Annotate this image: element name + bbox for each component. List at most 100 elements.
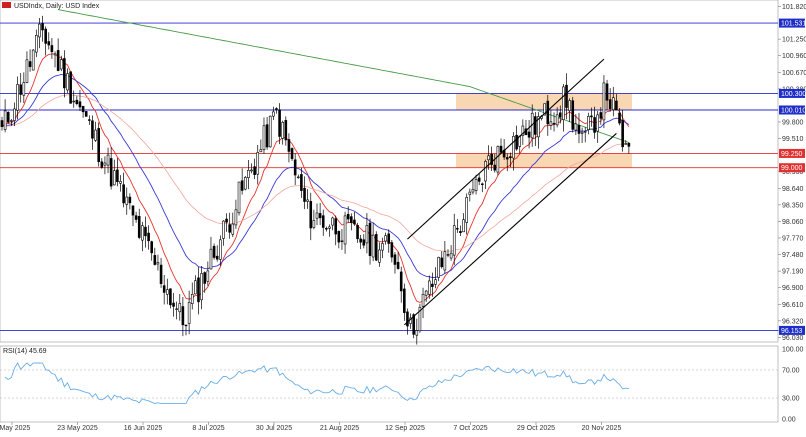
candle [41, 15, 44, 42]
candle [611, 86, 615, 117]
candle [303, 176, 306, 210]
candle-body [325, 228, 328, 230]
candle [599, 107, 603, 125]
price-tag [779, 148, 805, 158]
candle-body [272, 111, 275, 117]
candle [159, 257, 163, 288]
candle-body [537, 116, 540, 138]
ma-fast-line [1, 53, 630, 303]
candle-body [315, 212, 319, 219]
candle [250, 163, 253, 174]
candle [496, 145, 500, 176]
candle [3, 99, 7, 133]
candle [265, 117, 269, 150]
candle-body [219, 239, 222, 260]
candle [521, 119, 525, 145]
candle [219, 235, 222, 266]
candle-body [212, 245, 216, 258]
candle-body [234, 209, 238, 226]
candle [284, 116, 288, 146]
candle-body [215, 255, 219, 260]
candle-body [97, 128, 100, 162]
candle-body [296, 176, 300, 179]
candle-body [287, 139, 291, 152]
candle-body [141, 225, 144, 241]
candle [471, 179, 475, 195]
candle-body [406, 311, 409, 327]
candle-body [618, 112, 621, 124]
candle-body [16, 84, 19, 111]
candle [178, 294, 182, 321]
candle-body [340, 240, 344, 242]
date-tick-label: 23 May 2025 [57, 425, 98, 432]
channel-lower-line [403, 133, 617, 326]
candle [356, 222, 359, 243]
candle-body [627, 142, 631, 147]
candle [403, 283, 406, 321]
price-tag-label: 99.250 [781, 151, 803, 158]
rsi-layer: 100.00 70.00 30.00 0.00 [0, 347, 804, 424]
candle [38, 17, 41, 49]
candle [10, 119, 13, 126]
candle [552, 112, 556, 132]
candle-body [496, 146, 500, 173]
price-tags-layer: 101.531 100.300 100.010 99.250 99.000 96.153 [779, 18, 806, 335]
price-tick-label: 97.770 [782, 236, 804, 243]
candle-body [490, 153, 493, 165]
candle [325, 226, 328, 232]
candle [22, 72, 26, 104]
candle [493, 153, 497, 173]
candle [328, 224, 331, 237]
candle-body [106, 154, 110, 166]
candle-body [184, 324, 188, 327]
candle-body [615, 100, 618, 111]
candles-layer [0, 15, 631, 345]
candle-body [509, 156, 512, 159]
price-tag [779, 88, 805, 98]
candle [262, 117, 266, 154]
price-tag-label: 96.153 [781, 328, 803, 335]
price-tick-label: 97.190 [782, 269, 804, 276]
price-tag [779, 18, 805, 28]
candle [359, 234, 362, 250]
candle [209, 236, 213, 270]
candle [234, 199, 238, 229]
price-tick-label: 101.250 [782, 37, 806, 44]
candle-body [353, 219, 356, 225]
candle [247, 160, 250, 190]
candle [558, 105, 562, 124]
candle-body [137, 216, 141, 238]
chart-title: USDIndx, Daily: USD Index [14, 3, 100, 10]
candle-body [512, 136, 515, 159]
candle-body [25, 59, 29, 83]
candle-body [94, 129, 97, 141]
candle-body [22, 82, 26, 96]
candle [106, 147, 110, 174]
candle [384, 232, 387, 245]
candle [412, 313, 415, 339]
candle [6, 111, 10, 124]
price-tag-label: 99.000 [781, 165, 803, 172]
candle-body [243, 177, 247, 190]
candle-body [35, 35, 38, 53]
price-tick-label: 96.610 [782, 302, 804, 309]
candle-body [197, 277, 200, 303]
candle-body [415, 330, 419, 336]
candle [194, 275, 197, 295]
candle [293, 153, 297, 185]
candle [505, 153, 509, 172]
candle-body [44, 28, 47, 44]
candle-body [462, 219, 465, 233]
candle-body [91, 120, 94, 139]
candle-body [368, 222, 372, 256]
candle-body [134, 215, 138, 220]
candle-body [356, 225, 359, 240]
candle-body [427, 280, 431, 295]
candle-body [593, 117, 596, 133]
candle-body [31, 49, 35, 71]
candle-body [240, 180, 244, 191]
candle [627, 142, 631, 154]
candle [91, 115, 94, 150]
candle-body [200, 273, 203, 301]
candle-body [153, 255, 157, 265]
